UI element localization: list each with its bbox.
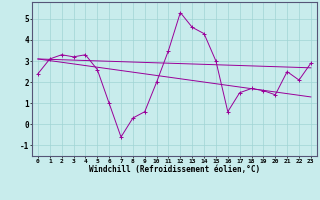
- X-axis label: Windchill (Refroidissement éolien,°C): Windchill (Refroidissement éolien,°C): [89, 165, 260, 174]
